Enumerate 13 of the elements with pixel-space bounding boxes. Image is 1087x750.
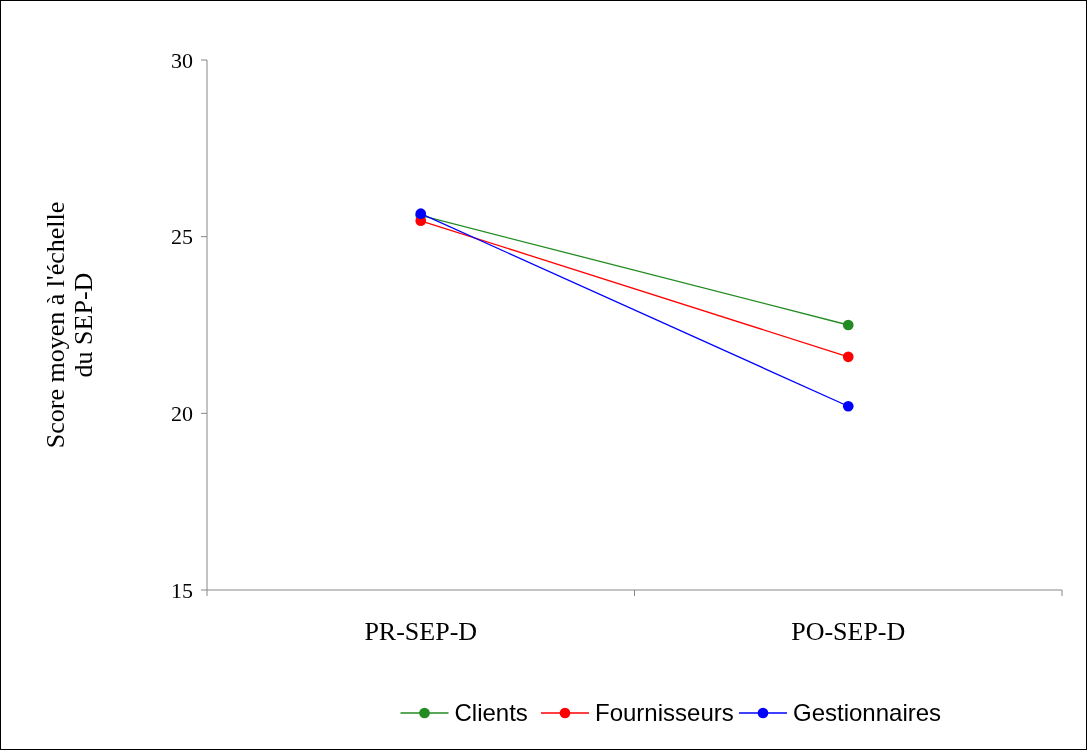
legend-label: Clients [454, 699, 528, 727]
point [842, 400, 854, 412]
point [842, 319, 854, 331]
y-tick-label: 25 [171, 224, 193, 250]
y-tick-label: 20 [171, 401, 193, 427]
y-tick-label: 30 [171, 47, 193, 73]
y-axis-title: Score moyen à l'échelle du SEP-D [40, 201, 99, 449]
legend-label: Fournisseurs [595, 699, 734, 727]
y-tick-label: 15 [171, 577, 193, 603]
legend-label: Gestionnaires [793, 699, 942, 727]
x-tick-label: PR-SEP-D [364, 617, 478, 646]
x-tick-label: PO-SEP-D [791, 617, 906, 646]
point [842, 351, 854, 363]
